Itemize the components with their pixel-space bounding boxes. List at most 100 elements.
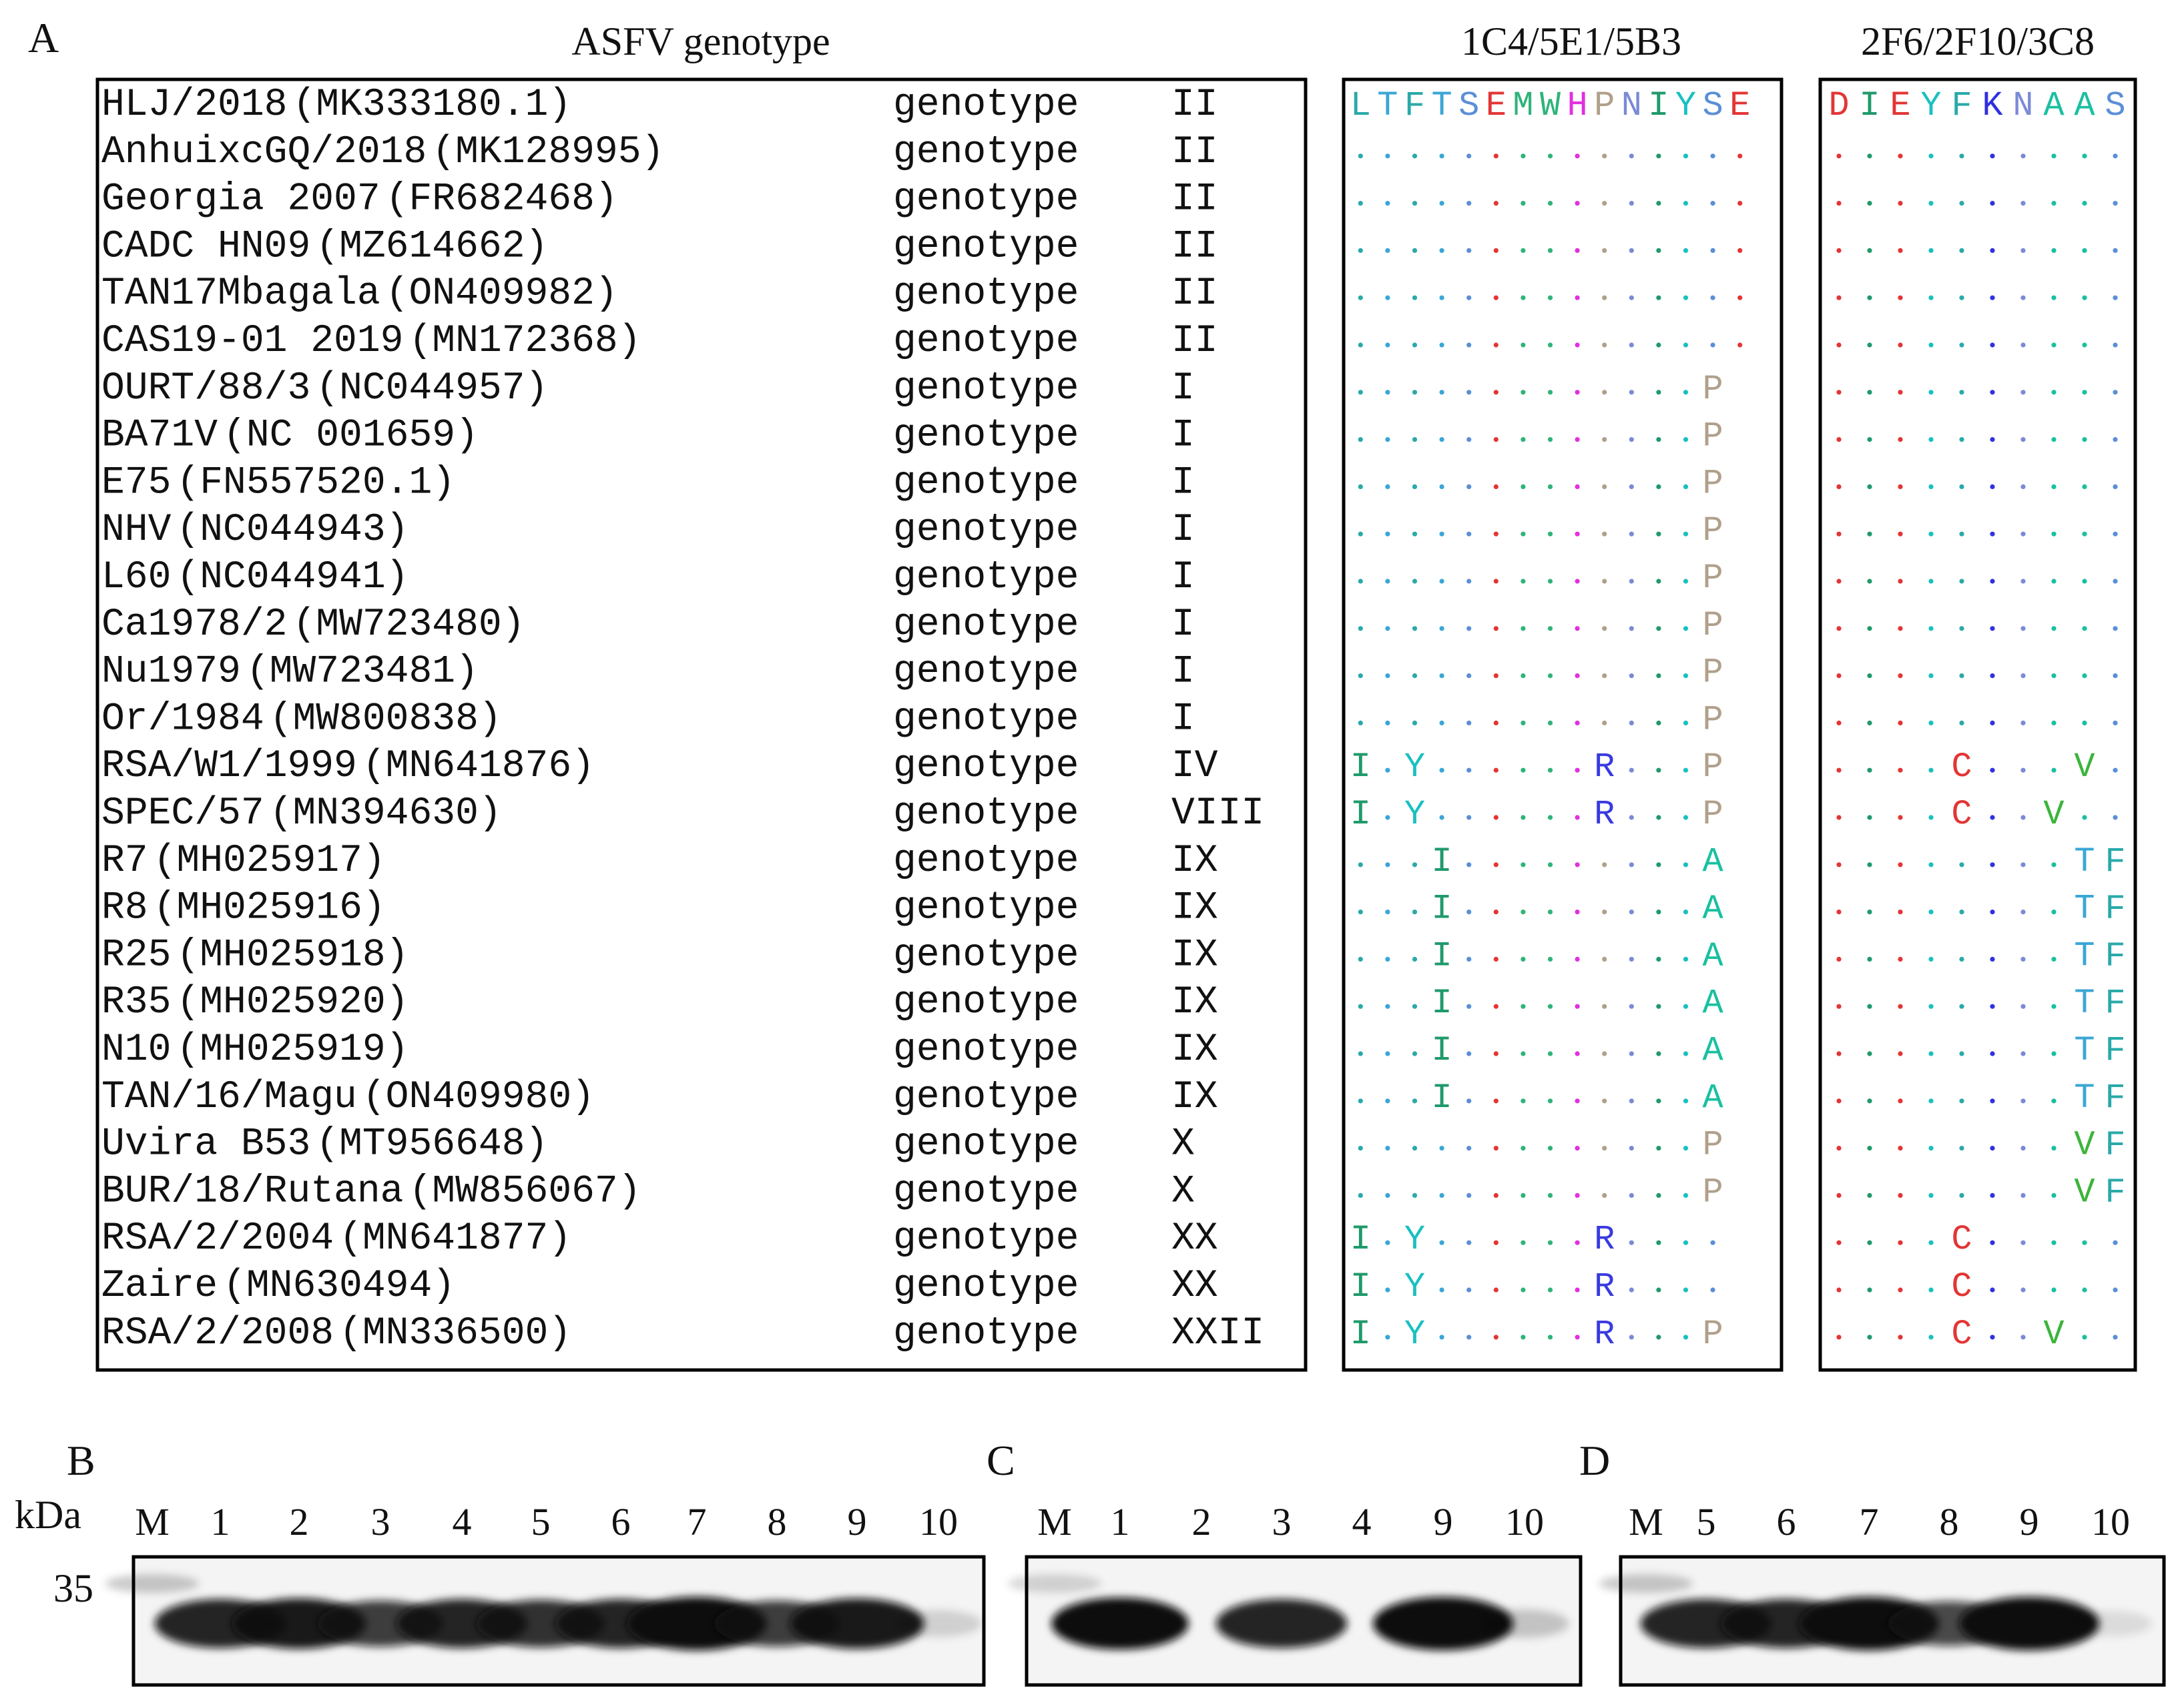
conserved-dot	[1928, 201, 1934, 206]
conserved-dot	[1629, 201, 1634, 206]
isolate-label: Georgia 2007 (FR682468)	[101, 178, 618, 222]
epitope1-sequence: P	[1358, 653, 1723, 693]
conserved-dot	[1656, 295, 1661, 300]
epitope2-sequence	[1836, 531, 2118, 537]
residue-letter: F	[2105, 1126, 2125, 1165]
genotype-row: Georgia 2007 (FR682468) genotype II	[101, 178, 2118, 222]
conserved-dot	[2020, 673, 2026, 679]
conserved-dot	[2020, 201, 2026, 206]
conserved-dot	[1867, 673, 1872, 679]
conserved-dot	[1385, 1098, 1390, 1104]
genotype-value: IX	[1171, 887, 1218, 930]
accession-number: (MN336500)	[339, 1312, 571, 1355]
residue-letter: R	[1594, 1315, 1615, 1354]
conserved-dot	[1575, 1098, 1580, 1104]
conserved-dot	[1412, 720, 1418, 725]
lane-label: 8	[768, 1500, 787, 1544]
conserved-dot	[1867, 579, 1872, 584]
conserved-dot	[1575, 862, 1580, 868]
conserved-dot	[1466, 1146, 1472, 1151]
conserved-dot	[1656, 484, 1661, 490]
conserved-dot	[1385, 437, 1390, 442]
genotype-value: I	[1171, 556, 1195, 599]
conserved-dot	[1656, 531, 1661, 537]
conserved-dot	[1358, 579, 1363, 584]
conserved-dot	[1466, 1004, 1472, 1009]
genotype-table-box	[95, 77, 1308, 1372]
conserved-dot	[2020, 484, 2026, 490]
accession-number: (MW723481)	[246, 651, 479, 694]
conserved-dot	[1959, 1192, 1964, 1198]
conserved-dot	[2051, 910, 2057, 915]
conserved-dot	[1412, 201, 1418, 206]
conserved-dot	[1629, 767, 1634, 773]
residue-letter: P	[1702, 559, 1723, 598]
conserved-dot	[1439, 153, 1444, 159]
accession-number: (MK333180.1)	[292, 83, 571, 127]
conserved-dot	[1493, 295, 1498, 300]
isolate-label: SPEC/57 (MN394630)	[101, 792, 502, 835]
residue-letter: T	[2074, 842, 2095, 882]
conserved-dot	[1358, 910, 1363, 915]
isolate-name: BA71V	[101, 414, 218, 458]
genotype-row: Ca1978/2 (MW723480) genotype I P	[101, 603, 2118, 647]
conserved-dot	[1466, 1192, 1472, 1198]
genotype-value: IX	[1171, 1028, 1218, 1072]
conserved-dot	[1683, 342, 1689, 348]
conserved-dot	[1385, 956, 1390, 962]
conserved-dot	[1990, 295, 1995, 300]
isolate-label: HLJ/2018 (MK333180.1)	[101, 83, 571, 127]
genotype-word: genotype	[893, 1217, 1079, 1261]
conserved-dot	[1629, 910, 1634, 915]
conserved-dot	[1898, 1192, 1903, 1198]
conserved-dot	[1867, 390, 1872, 395]
conserved-dot	[1836, 720, 1842, 725]
genotype-value: II	[1171, 178, 1218, 222]
residue-letter: T	[2074, 984, 2095, 1023]
conserved-dot	[1412, 626, 1418, 631]
conserved-dot	[1836, 1098, 1842, 1104]
accession-number: (NC044943)	[176, 508, 408, 552]
conserved-dot	[1575, 390, 1580, 395]
accession-number: (MN641877)	[339, 1217, 571, 1261]
genotype-header: ASFV genotype	[571, 19, 830, 63]
conserved-dot	[1358, 862, 1363, 868]
conserved-dot	[1439, 1335, 1444, 1340]
conserved-dot	[1575, 1192, 1580, 1198]
genotype-value: IX	[1171, 839, 1218, 883]
conserved-dot	[1656, 815, 1661, 820]
conserved-dot	[2051, 673, 2057, 679]
isolate-label: NHV (NC044943)	[101, 508, 408, 552]
accession-number: (NC 001659)	[223, 414, 479, 458]
conserved-dot	[1412, 531, 1418, 537]
protein-band	[895, 1610, 982, 1638]
epitope2-sequence	[1836, 390, 2118, 395]
residue-letter: C	[1951, 795, 1972, 834]
conserved-dot	[1990, 1004, 1995, 1009]
conserved-dot	[1575, 1287, 1580, 1293]
conserved-dot	[2082, 531, 2087, 537]
isolate-name: E75	[101, 461, 171, 504]
conserved-dot	[1439, 248, 1444, 253]
conserved-dot	[2051, 484, 2057, 490]
lane-label: 9	[848, 1500, 867, 1544]
residue-letter: Y	[1404, 1267, 1425, 1307]
conserved-dot	[1358, 1146, 1363, 1151]
conserved-dot	[1656, 1004, 1661, 1009]
conserved-dot	[1629, 342, 1634, 348]
conserved-dot	[2051, 579, 2057, 584]
isolate-name: Ca1978/2	[101, 603, 287, 647]
epitope1-sequence: P	[1358, 370, 1723, 409]
conserved-dot	[1521, 1098, 1526, 1104]
conserved-dot	[1959, 956, 1964, 962]
residue-letter: F	[1951, 86, 1972, 125]
lane-label: M	[1629, 1500, 1663, 1544]
conserved-dot	[1629, 626, 1634, 631]
